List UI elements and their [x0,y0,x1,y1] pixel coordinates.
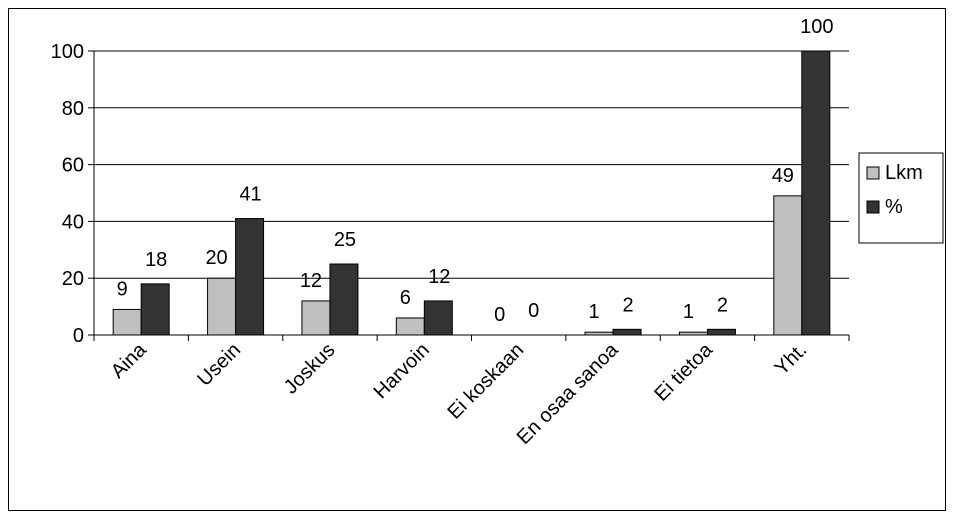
y-tick-label: 100 [51,41,84,63]
bar-lkm [773,195,803,336]
category-label: Harvoin [370,339,434,403]
data-label-percent: 12 [428,266,450,288]
data-label-lkm: 49 [772,165,794,187]
grid-layer [94,50,849,279]
chart-frame: 0 20 40 60 80 100 9 18 Aina 20 41 Usein 12 25 Joskus 6 1… [8,8,946,511]
category-label: Joskus [280,339,340,399]
data-label-lkm: 20 [205,247,227,269]
data-label-percent: 100 [800,16,833,38]
y-tick-label: 20 [62,268,84,290]
category-label: En osaa sanoa [513,338,624,449]
category-label: Yht. [771,339,812,380]
data-label-percent: 25 [334,229,356,251]
legend-label-percent: % [885,196,903,218]
y-tick-label: 80 [62,98,84,120]
bar-percent [140,283,170,336]
bars-layer [112,50,831,336]
y-tick-label: 40 [62,211,84,233]
bar-percent [612,328,642,336]
legend-label-lkm: Lkm [885,162,923,184]
y-tick-label: 60 [62,155,84,177]
bar-percent [706,328,736,336]
category-label: Aina [107,338,151,382]
bar-chart: 020406080100918Aina2041Usein1225Joskus61… [51,16,944,449]
data-label-lkm: 12 [300,270,322,292]
data-label-lkm: 0 [494,304,505,326]
bar-lkm [207,277,237,336]
bar-percent [329,263,359,336]
bar-percent [235,218,265,336]
legend-swatch-percent [866,200,880,214]
data-label-lkm: 9 [117,278,128,300]
data-label-lkm: 1 [683,301,694,323]
category-label: Ei koskaan [443,339,528,424]
data-label-lkm: 6 [400,287,411,309]
bar-percent [801,50,831,336]
data-label-lkm: 1 [589,301,600,323]
category-label: Usein [193,339,245,391]
category-label: Ei tietoa [650,338,717,405]
data-label-percent: 41 [239,184,261,206]
bar-lkm [395,317,425,336]
data-label-percent: 18 [145,249,167,271]
data-label-percent: 2 [717,294,728,316]
bar-lkm [112,308,142,336]
data-label-percent: 0 [528,300,539,322]
axis-layer [88,50,850,341]
bar-lkm [301,300,331,336]
data-label-percent: 2 [623,294,634,316]
legend-swatch-lkm [866,166,880,180]
labels-layer: 020406080100918Aina2041Usein1225Joskus61… [51,16,834,449]
bar-percent [423,300,453,336]
legend: Lkm% [858,152,944,244]
y-tick-label: 0 [73,325,84,347]
